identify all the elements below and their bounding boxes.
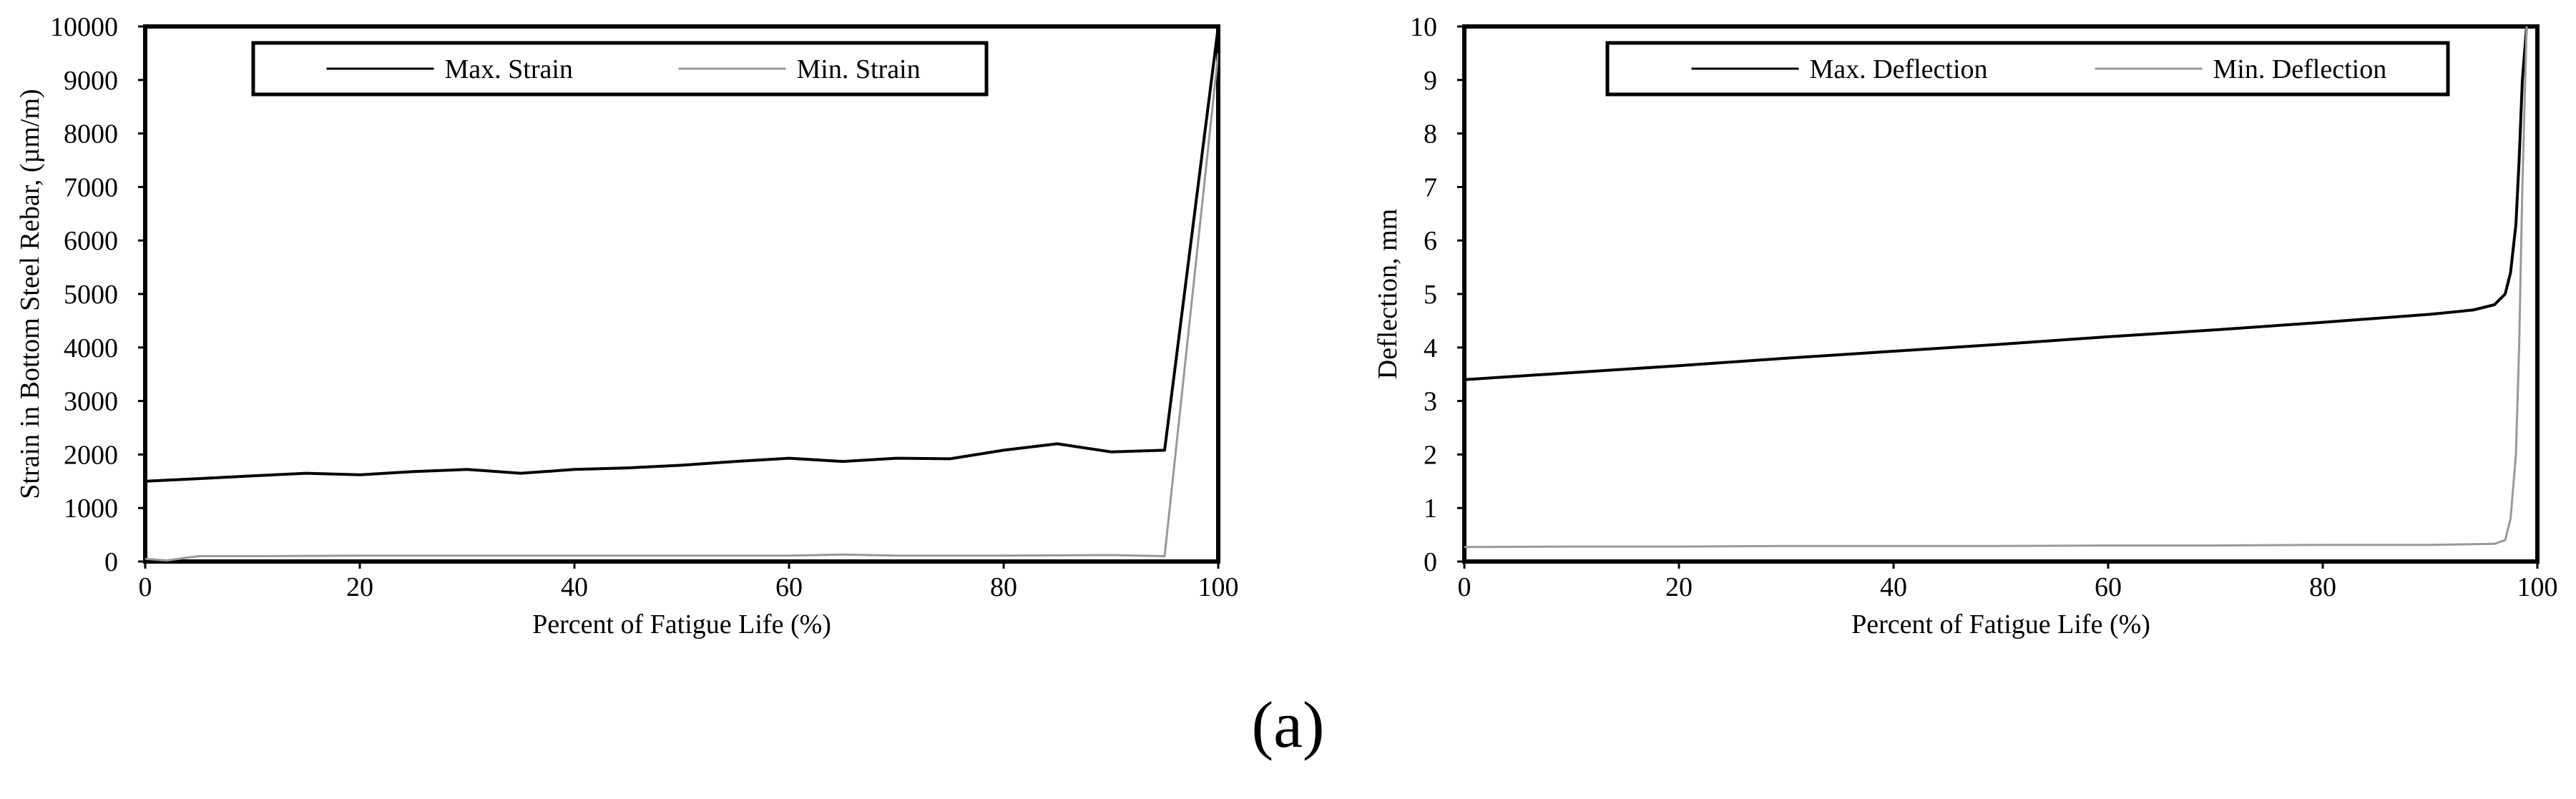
series-group bbox=[1464, 26, 2528, 549]
x-tick-label: 100 bbox=[1198, 572, 1239, 602]
series-line-min bbox=[1464, 26, 2528, 549]
legend-label: Max. Strain bbox=[445, 54, 573, 84]
y-tick-label: 9 bbox=[1424, 66, 1437, 96]
y-tick-label: 10 bbox=[1410, 12, 1437, 42]
series-line-max bbox=[1464, 26, 2528, 381]
y-tick-label: 6000 bbox=[64, 226, 118, 256]
y-tick-label: 0 bbox=[1424, 547, 1437, 577]
series-group bbox=[145, 26, 1218, 562]
x-axis-title: Percent of Fatigue Life (%) bbox=[532, 609, 831, 639]
y-axis-title: Strain in Bottom Steel Rebar, (µm/m) bbox=[15, 89, 45, 499]
x-tick-label: 0 bbox=[139, 572, 152, 602]
x-tick-label: 0 bbox=[1458, 572, 1471, 602]
y-tick-label: 4000 bbox=[64, 333, 118, 363]
y-tick-label: 7000 bbox=[64, 172, 118, 202]
y-tick-label: 1000 bbox=[64, 494, 118, 524]
y-tick-label: 9000 bbox=[64, 66, 118, 96]
x-tick-label: 20 bbox=[346, 572, 373, 602]
x-tick-label: 40 bbox=[1880, 572, 1907, 602]
y-tick-label: 8 bbox=[1424, 119, 1437, 149]
y-tick-label: 2000 bbox=[64, 440, 118, 470]
plot-frame bbox=[143, 24, 1220, 564]
y-tick-label: 3000 bbox=[64, 387, 118, 417]
y-tick-label: 5 bbox=[1424, 280, 1437, 310]
plot-frame bbox=[1462, 24, 2540, 564]
series-line-min bbox=[145, 53, 1218, 562]
x-tick-label: 40 bbox=[561, 572, 588, 602]
x-tick-label: 80 bbox=[2309, 572, 2336, 602]
strain-chart: 0 20 40 60 80 1000100020003000400050006000700… bbox=[15, 12, 1239, 639]
deflection-chart: 0 20 40 60 80 100 0 1 2 3 4 5 6 7 8 9 10 Percent of Fatig… bbox=[1373, 12, 2558, 639]
y-tick-label: 3 bbox=[1424, 387, 1437, 417]
y-tick-label: 2 bbox=[1424, 440, 1437, 470]
y-tick-label: 0 bbox=[104, 547, 118, 577]
legend: Max. Strain Min. Strain bbox=[251, 41, 989, 97]
y-axis-title: Deflection, mm bbox=[1373, 209, 1403, 379]
y-tick-label: 1 bbox=[1424, 494, 1437, 524]
y-tick-label: 5000 bbox=[64, 280, 118, 310]
x-tick-label: 20 bbox=[1665, 572, 1693, 602]
legend-label: Min. Deflection bbox=[2213, 54, 2387, 84]
panel-label: (a) bbox=[1251, 688, 1325, 761]
y-tick-label: 8000 bbox=[64, 119, 118, 149]
legend-box bbox=[251, 41, 989, 97]
legend: Max. Deflection Min. Deflection bbox=[1605, 41, 2450, 97]
series-line-max bbox=[145, 26, 1218, 483]
legend-label: Min. Strain bbox=[797, 54, 921, 84]
x-tick-label: 100 bbox=[2517, 572, 2558, 602]
x-tick-label: 60 bbox=[775, 572, 803, 602]
y-tick-label: 7 bbox=[1424, 172, 1437, 202]
x-axis-title: Percent of Fatigue Life (%) bbox=[1851, 609, 2150, 639]
y-tick-label: 4 bbox=[1424, 333, 1437, 363]
legend-label: Max. Deflection bbox=[1810, 54, 1988, 84]
y-tick-label: 10000 bbox=[50, 12, 118, 42]
y-tick-label: 6 bbox=[1424, 226, 1437, 256]
x-tick-label: 60 bbox=[2095, 572, 2122, 602]
x-tick-label: 80 bbox=[990, 572, 1017, 602]
